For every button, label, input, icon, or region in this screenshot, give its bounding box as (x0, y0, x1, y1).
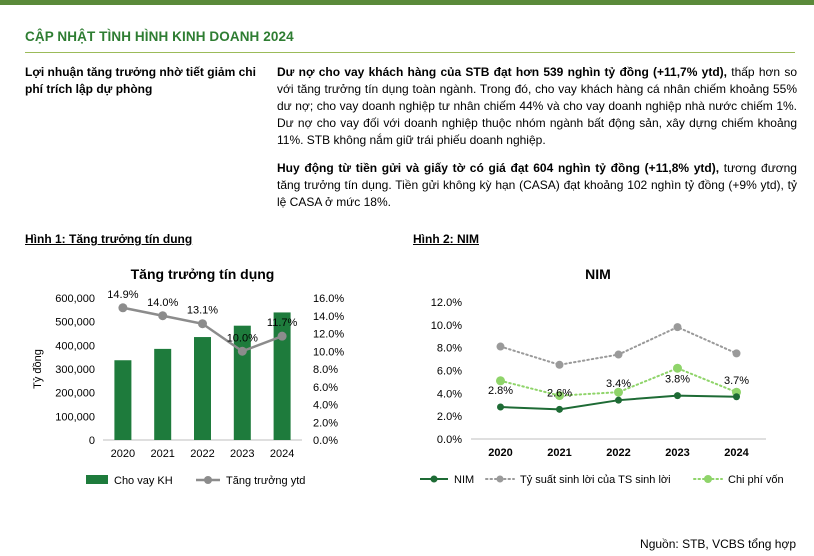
chart1-growth-label: 14.0% (147, 297, 178, 309)
chart1-x-tick: 2024 (270, 448, 294, 460)
chart1-x-tick: 2023 (230, 448, 254, 460)
chart1-y-tick: 300,000 (55, 364, 95, 376)
chart1-y-tick: 400,000 (55, 340, 95, 352)
chart1-x-tick: 2020 (111, 448, 135, 460)
chart1-growth-label: 10.0% (227, 332, 258, 344)
chart1-bar (154, 348, 172, 440)
paragraph-deposit-text: tương đương tăng trưởng tín dụng. Tiền g… (277, 161, 797, 209)
figure-1-label: Hình 1: Tăng trưởng tín dung (25, 232, 193, 246)
chart1-growth-label: 11.7% (267, 317, 298, 329)
chart1-y2-tick: 0.0% (313, 435, 338, 447)
chart1-growth-label: 13.1% (187, 305, 218, 317)
chart1-bar (273, 312, 291, 440)
chart1-x-tick: 2021 (150, 448, 174, 460)
section-title: CẬP NHẬT TÌNH HÌNH KINH DOANH 2024 (25, 29, 294, 44)
chart1-growth-point (198, 319, 207, 329)
chart1-y-tick: 600,000 (55, 293, 95, 305)
paragraph-credit-text: thấp hơn so với tăng trưởng tín dụng toà… (277, 65, 797, 147)
chart1-y2-tick: 16.0% (313, 293, 344, 305)
chart1-legend-bar-label: Cho vay KH (114, 475, 173, 487)
chart1-y2-tick: 14.0% (313, 311, 344, 323)
title-divider (25, 52, 795, 53)
side-heading: Lợi nhuận tăng trưởng nhờ tiết giảm chi … (25, 65, 256, 96)
paragraph-credit: Dư nợ cho vay khách hàng của STB đạt hơn… (277, 64, 797, 149)
chart1-legend-bar-swatch (86, 475, 108, 484)
chart1-y2-tick: 12.0% (313, 329, 344, 341)
chart1-y-axis-label: Tỷ đồng (32, 349, 44, 389)
chart1-y2-tick: 6.0% (313, 382, 338, 394)
chart1-bar (233, 325, 251, 440)
chart1-legend-line-label: Tăng trưởng ytd (226, 475, 305, 487)
chart1-growth-label: 14.9% (107, 289, 138, 301)
chart1-growth-point (237, 346, 247, 356)
chart1-legend-line-marker (204, 476, 212, 484)
chart1-y2-tick: 4.0% (313, 400, 338, 412)
chart1-title: Tăng trưởng tín dụng (131, 266, 275, 282)
chart1-growth-point (118, 303, 128, 313)
chart1-y-tick: 0 (89, 435, 95, 447)
chart1-y-tick: 100,000 (55, 411, 95, 423)
paragraph-credit-bold: Dư nợ cho vay khách hàng của STB đạt hơn… (277, 65, 727, 79)
top-accent-bar (0, 0, 814, 5)
paragraph-deposit: Huy động từ tiền gửi và giấy tờ có giá đ… (277, 160, 797, 211)
paragraph-deposit-bold: Huy động từ tiền gửi và giấy tờ có giá đ… (277, 161, 720, 175)
source-note: Nguồn: STB, VCBS tổng hợp (640, 537, 796, 551)
chart1-y-tick: 500,000 (55, 317, 95, 329)
chart1-bar (114, 360, 132, 440)
chart1-y2-tick: 10.0% (313, 346, 344, 358)
chart1-x-tick: 2022 (190, 448, 214, 460)
chart1-y2-tick: 2.0% (313, 417, 338, 429)
chart1-bar (194, 337, 211, 440)
chart1-y-tick: 200,000 (55, 388, 95, 400)
chart1-y2-tick: 8.0% (313, 364, 338, 376)
chart1-growth-point (277, 331, 287, 341)
figure-2-label: Hình 2: NIM (413, 232, 479, 246)
chart1-growth-point (158, 311, 168, 321)
